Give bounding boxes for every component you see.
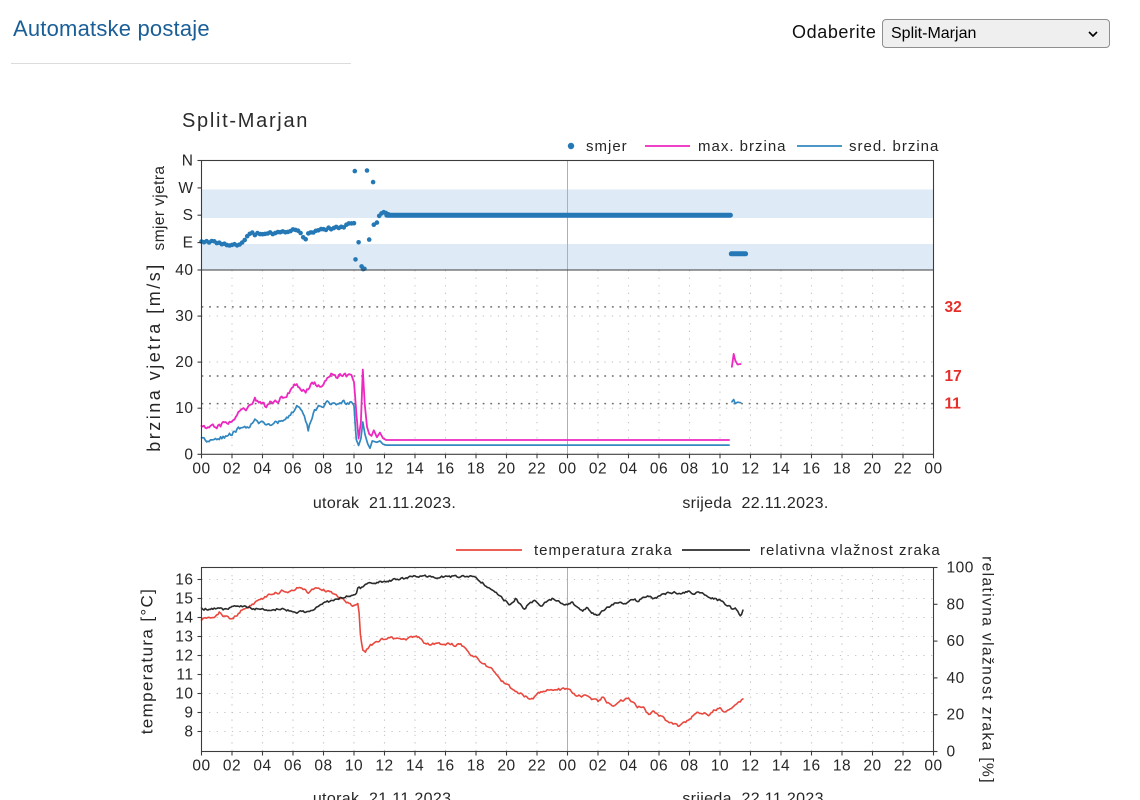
svg-text:22: 22 [894,460,912,477]
svg-text:30: 30 [175,308,193,325]
svg-text:00: 00 [924,460,942,477]
svg-text:00: 00 [924,758,942,775]
svg-text:sred. brzina: sred. brzina [849,138,939,155]
svg-text:00: 00 [192,460,210,477]
svg-text:brzina vjetra [m/s]: brzina vjetra [m/s] [144,262,164,452]
svg-text:0: 0 [184,446,193,463]
svg-text:08: 08 [680,460,698,477]
svg-text:20: 20 [497,460,515,477]
svg-text:relativna vlažnost zraka [%]: relativna vlažnost zraka [%] [979,556,996,784]
svg-text:14: 14 [175,610,193,627]
svg-text:14: 14 [406,460,424,477]
svg-text:16: 16 [802,758,820,775]
svg-text:04: 04 [619,460,637,477]
svg-text:02: 02 [223,758,241,775]
svg-text:02: 02 [223,460,241,477]
svg-text:60: 60 [947,633,965,650]
svg-text:08: 08 [314,460,332,477]
svg-text:Split-Marjan: Split-Marjan [182,110,309,132]
svg-text:00: 00 [192,758,210,775]
svg-text:11: 11 [945,396,962,413]
svg-text:02: 02 [589,460,607,477]
svg-text:18: 18 [833,758,851,775]
svg-text:100: 100 [947,560,974,577]
svg-text:12: 12 [375,758,393,775]
svg-text:max. brzina: max. brzina [698,138,787,155]
svg-text:14: 14 [772,758,790,775]
svg-text:04: 04 [253,758,271,775]
svg-text:40: 40 [947,670,965,687]
svg-text:80: 80 [947,596,965,613]
svg-text:10: 10 [175,400,193,417]
svg-text:32: 32 [945,299,962,316]
svg-text:16: 16 [436,758,454,775]
svg-text:20: 20 [863,460,881,477]
svg-text:14: 14 [772,460,790,477]
svg-text:16: 16 [175,572,193,589]
svg-text:10: 10 [345,758,363,775]
svg-text:08: 08 [680,758,698,775]
svg-text:smjer: smjer [586,138,628,155]
svg-text:06: 06 [284,758,302,775]
svg-text:06: 06 [650,758,668,775]
svg-text:02: 02 [589,758,607,775]
svg-text:00: 00 [558,460,576,477]
svg-text:04: 04 [619,758,637,775]
svg-text:16: 16 [802,460,820,477]
svg-text:18: 18 [467,758,485,775]
svg-text:18: 18 [833,460,851,477]
svg-text:11: 11 [176,667,193,684]
svg-text:W: W [178,180,193,197]
svg-text:06: 06 [650,460,668,477]
svg-text:12: 12 [175,648,193,665]
svg-text:utorak 21.11.2023.: utorak 21.11.2023. [313,791,456,800]
svg-text:16: 16 [436,460,454,477]
svg-text:srijeda 22.11.2023.: srijeda 22.11.2023. [682,495,828,512]
svg-text:06: 06 [284,460,302,477]
svg-text:08: 08 [314,758,332,775]
svg-text:20: 20 [497,758,515,775]
svg-text:N: N [182,153,194,170]
svg-text:utorak 21.11.2023.: utorak 21.11.2023. [313,495,456,512]
svg-text:40: 40 [175,262,193,279]
svg-text:20: 20 [863,758,881,775]
svg-text:temperatura zraka: temperatura zraka [534,542,673,559]
svg-text:14: 14 [406,758,424,775]
svg-text:12: 12 [741,758,759,775]
svg-text:srijeda 22.11.2023.: srijeda 22.11.2023. [682,791,828,800]
svg-text:17: 17 [945,368,962,385]
svg-text:0: 0 [947,744,956,761]
svg-text:10: 10 [711,460,729,477]
svg-text:18: 18 [467,460,485,477]
svg-text:12: 12 [375,460,393,477]
svg-text:00: 00 [558,758,576,775]
svg-text:22: 22 [528,460,546,477]
svg-text:smjer vjetra: smjer vjetra [151,166,168,251]
svg-text:15: 15 [175,591,193,608]
svg-text:8: 8 [184,724,193,741]
svg-text:temperatura [°C]: temperatura [°C] [138,588,157,735]
svg-text:S: S [183,207,194,224]
svg-text:22: 22 [528,758,546,775]
svg-text:10: 10 [175,686,193,703]
svg-text:12: 12 [741,460,759,477]
svg-text:20: 20 [947,707,965,724]
svg-text:E: E [183,235,194,252]
svg-text:20: 20 [175,354,193,371]
svg-text:04: 04 [253,460,271,477]
svg-text:10: 10 [711,758,729,775]
svg-text:10: 10 [345,460,363,477]
svg-text:9: 9 [184,705,193,722]
svg-text:13: 13 [175,629,193,646]
svg-text:relativna vlažnost zraka: relativna vlažnost zraka [760,542,941,559]
svg-text:22: 22 [894,758,912,775]
